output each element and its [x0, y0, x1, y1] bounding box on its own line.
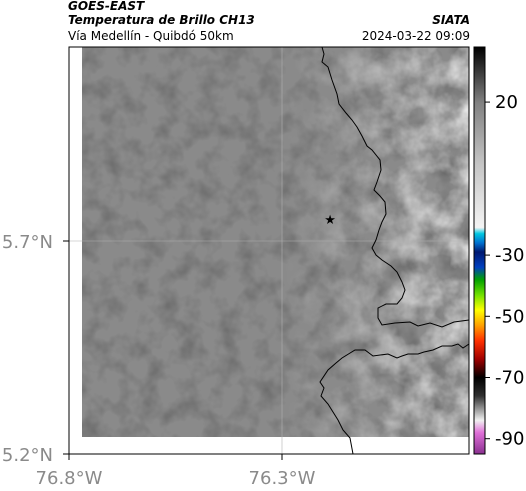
datetime-label: 2024-03-22 09:09: [361, 29, 470, 43]
colorbar-tick-label: -90: [495, 429, 524, 450]
satellite-name: GOES-EAST: [68, 0, 145, 13]
department-borders: [319, 46, 470, 455]
map-frame: [68, 46, 470, 455]
lon-label-76.3: 76.3°W: [249, 468, 316, 489]
colorbar-tick-label: -50: [495, 306, 524, 327]
lon-label-76.8: 76.8°W: [36, 468, 103, 489]
satellite-image: [82, 47, 469, 437]
border-line-north: [321, 46, 470, 328]
lat-ticks: [63, 240, 69, 455]
product-title: Temperatura de Brillo CH13: [68, 13, 255, 27]
gridlines: [69, 47, 469, 454]
cloud-texture-east: [82, 47, 469, 437]
lon-ticks: [68, 454, 283, 460]
location-marker-star-icon: ★: [324, 213, 336, 228]
colorbar-tick-label: -70: [495, 367, 524, 388]
colorbar-tick-label: 20: [495, 92, 518, 113]
colorbar-tick-label: -30: [495, 245, 524, 266]
border-line-south: [319, 343, 470, 455]
colorbar: 20 -30 -50 -70 -90: [473, 46, 524, 455]
lat-label-5.7: 5.7°N: [2, 232, 53, 253]
colorbar-gradient: [474, 47, 485, 454]
agency-label: SIATA: [432, 13, 470, 27]
route-subtitle: Vía Medellín - Quibdó 50km: [68, 29, 234, 43]
lat-label-5.2: 5.2°N: [2, 445, 53, 466]
colorbar-ticks: 20 -30 -50 -70 -90: [485, 92, 524, 450]
colorbar-frame: [473, 46, 486, 455]
